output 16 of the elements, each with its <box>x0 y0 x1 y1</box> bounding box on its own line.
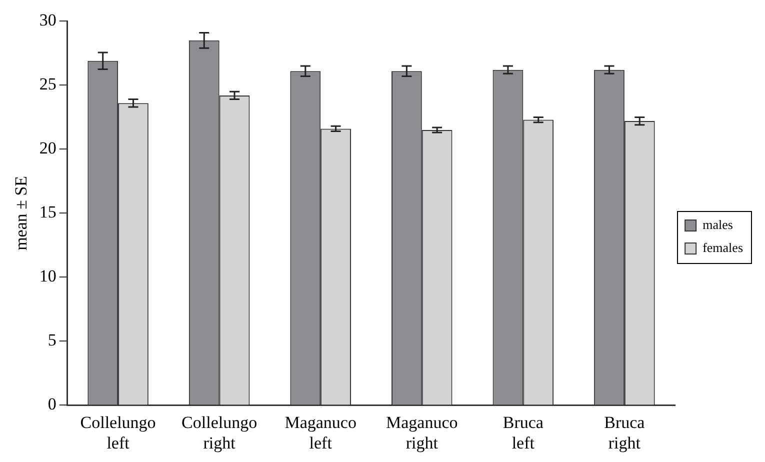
y-tick-label: 5 <box>48 330 56 350</box>
y-tick-label: 10 <box>39 266 56 286</box>
x-tick-label: Bruca left <box>502 412 544 452</box>
legend-label: males <box>702 216 733 232</box>
y-tick-label: 15 <box>39 202 56 222</box>
y-axis-title: mean ± SE <box>12 176 31 250</box>
x-tick-label: Maganuco left <box>284 412 356 452</box>
x-tick-label: Collelungo right <box>182 412 258 452</box>
y-tick-label: 30 <box>39 10 56 30</box>
legend-label: females <box>702 240 743 255</box>
x-tick-label: Collelungo left <box>80 412 156 452</box>
y-tick-label: 20 <box>39 138 56 158</box>
y-tick-label: 25 <box>39 74 56 94</box>
x-tick-label: Bruca right <box>604 412 646 452</box>
y-tick-label: 0 <box>48 394 56 414</box>
x-tick-label: Maganuco right <box>386 412 458 452</box>
